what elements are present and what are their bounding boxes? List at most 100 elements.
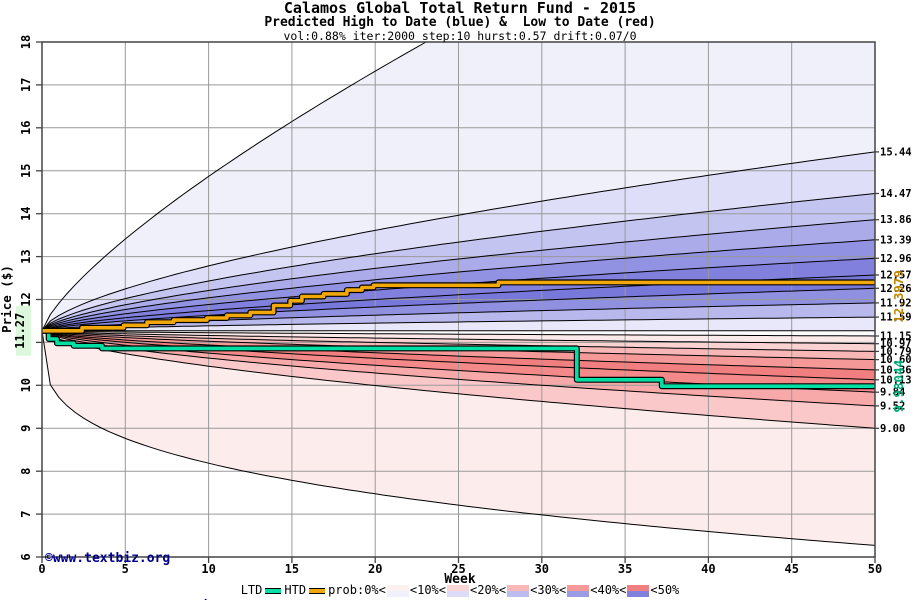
band-value-label: 15.44	[880, 146, 912, 158]
legend-prob-threshold-2: <20%<	[470, 583, 507, 597]
y-tick-label: 13	[19, 249, 33, 263]
band-boundary-curve	[42, 42, 428, 332]
band-value-label: 10.97	[880, 338, 912, 350]
htd-final-label: 12.3979	[891, 270, 906, 323]
band-value-label: 14.47	[880, 188, 912, 200]
x-tick-label: 5	[122, 562, 129, 576]
prob-band	[42, 239, 875, 331]
band-boundary-curve	[42, 330, 875, 337]
legend-swatch-red-half	[447, 584, 469, 591]
legend-swatch-blue-half	[447, 590, 469, 597]
band-boundary-curve	[42, 193, 875, 332]
band-boundary-curve	[42, 330, 875, 352]
band-value-label: 10.13	[880, 374, 912, 386]
band-boundary-curve	[42, 330, 875, 429]
y-tick-label: 8	[19, 468, 33, 475]
band-boundary-curve	[42, 219, 875, 332]
axis-ticks	[36, 41, 879, 563]
legend-htd-label: HTD	[284, 583, 307, 597]
y-tick-label: 12	[19, 292, 33, 306]
band-boundary-curve	[42, 330, 875, 546]
x-tick-label: 0	[38, 562, 45, 576]
chart-params: vol:0.88% iter:2000 step:10 hurst:0.57 d…	[283, 29, 637, 43]
legend-swatch-blue-half	[627, 590, 650, 597]
y-tick-label: 15	[19, 164, 33, 178]
y-tick-label: 14	[19, 206, 33, 220]
legend-ltd-swatch	[265, 587, 282, 594]
x-tick-label: 20	[368, 562, 382, 576]
htd-line	[42, 280, 875, 333]
band-value-label: 9.84	[880, 387, 905, 399]
legend-prob-threshold-1: <10%<	[409, 583, 446, 597]
band-value-label: 12.26	[880, 283, 912, 295]
title-block: Calamos Global Total Return Fund - 2015 …	[0, 0, 920, 42]
band-value-label: 11.59	[880, 312, 912, 324]
band-boundary-curve	[42, 316, 875, 332]
y-tick-label: 9	[19, 425, 33, 432]
chart-title: Calamos Global Total Return Fund - 2015	[283, 0, 637, 17]
legend-htd-swatch	[309, 587, 326, 594]
step-lines	[42, 279, 875, 390]
legend-prob-label: prob:0%<	[328, 583, 386, 597]
prob-band	[42, 330, 875, 380]
legend-prob-threshold-5: <50%	[650, 583, 680, 597]
legend-ltd-label: LTD	[240, 583, 263, 597]
x-axis-title: Week	[444, 572, 476, 587]
x-tick-label: 15	[285, 562, 299, 576]
band-boundary-curve	[42, 239, 875, 332]
chart-subtitle: Predicted High to Date (blue) & Low to D…	[264, 15, 656, 30]
y-tick-label: 6	[19, 553, 33, 560]
legend-swatch-blue-half	[507, 590, 530, 597]
band-boundary-curve	[42, 330, 875, 345]
band-value-label: 10.36	[880, 364, 912, 376]
legend-swatch-red-half	[507, 584, 530, 591]
x-tick-label: 35	[618, 562, 632, 576]
x-tick-label: 40	[701, 562, 715, 576]
band-value-label: 13.86	[880, 214, 912, 226]
legend-swatch-blue-half	[386, 590, 409, 597]
band-value-label: 11.92	[880, 297, 912, 309]
band-value-label: 10.60	[880, 354, 912, 366]
start-price-highlight	[16, 305, 31, 356]
legend-swatch-blue-half	[567, 590, 590, 597]
y-axis-title: Price ($)	[0, 265, 14, 333]
band-value-label: 12.96	[880, 253, 912, 265]
x-tick-label: 10	[201, 562, 215, 576]
legend-prob-swatch-5	[627, 584, 650, 597]
band-boundary-curve	[42, 151, 875, 332]
prob-band	[42, 219, 875, 331]
band-boundary-curve	[42, 287, 875, 332]
legend-prob-threshold-3: <30%<	[530, 583, 567, 597]
y-tick-label: 7	[19, 510, 33, 517]
watermark-line-1: ©www.textbiz.org	[45, 551, 171, 566]
legend-prob-swatch-1	[386, 584, 409, 597]
band-value-label: 13.39	[880, 234, 912, 246]
legend-prob-threshold-4: <40%<	[590, 583, 627, 597]
legend-prob-swatch-4	[567, 584, 590, 597]
band-boundary-curve	[42, 330, 875, 371]
ltd-line	[42, 329, 875, 388]
x-tick-label: 30	[535, 562, 549, 576]
x-tick-label: 45	[784, 562, 798, 576]
legend-prob-swatch-3	[507, 584, 530, 597]
band-value-label: 11.15	[880, 331, 912, 343]
y-tick-label: 16	[19, 121, 33, 135]
band-value-label: 12.57	[880, 270, 912, 282]
y-tick-label: 17	[19, 78, 33, 92]
band-value-label: 10.79	[880, 346, 912, 358]
legend-swatch-red-half	[627, 584, 650, 591]
legend-swatch-red-half	[567, 584, 590, 591]
x-tick-label: 50	[868, 562, 882, 576]
legend-prob-swatch-2	[447, 584, 469, 597]
ltd-final-label: 9.98044	[891, 360, 906, 413]
start-price-label: 11.27	[13, 313, 27, 349]
legend: LTD HTD prob:0%< <10%< <20%< <30%< <40%< <50%	[0, 584, 920, 597]
y-tick-label: 18	[19, 35, 33, 49]
band-boundary-curve	[42, 330, 875, 407]
prob-band	[42, 330, 875, 393]
y-tick-label: 10	[19, 378, 33, 392]
legend-swatch-red-half	[386, 584, 409, 591]
prob-band	[42, 193, 875, 331]
